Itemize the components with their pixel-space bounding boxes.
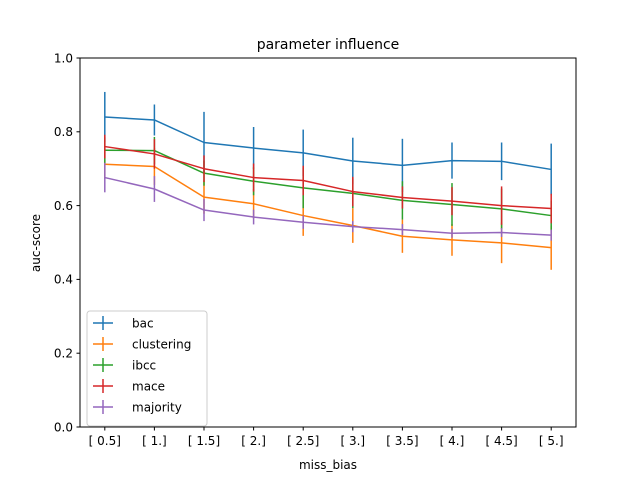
- chart-title: parameter influence: [257, 37, 400, 53]
- y-tick-label: 0.2: [54, 347, 73, 361]
- y-tick-label: 1.0: [54, 51, 73, 65]
- legend-label: ibcc: [132, 359, 156, 373]
- series-majority: [104, 162, 552, 241]
- series-line-majority: [104, 176, 552, 236]
- legend-item-clustering: clustering: [93, 337, 191, 352]
- x-tick-label: [ 0.5]: [89, 434, 121, 448]
- x-tick-label: [ 4.]: [440, 434, 465, 448]
- legend-label: mace: [132, 380, 165, 394]
- y-tick-label: 0.6: [54, 199, 73, 213]
- legend: bac clustering ibcc mace majority: [86, 310, 208, 427]
- y-tick-label: 0.0: [54, 420, 73, 434]
- x-tick-label: [ 1.5]: [188, 434, 220, 448]
- plot-area: [104, 91, 552, 270]
- axes: 0.0 0.2 0.4 0.6 0.8 1.0 [ 0.5] [ 1.] [ 1.5] [ 2.]…: [54, 51, 577, 448]
- series-line-clustering: [104, 163, 552, 249]
- series-line-bac: [104, 116, 552, 171]
- y-tick-label: 0.4: [54, 273, 73, 287]
- legend-label: bac: [132, 317, 154, 331]
- x-tick-label: [ 4.5]: [485, 434, 517, 448]
- series-mace: [104, 134, 552, 225]
- x-tick-label: [ 1.]: [142, 434, 167, 448]
- series-line-mace: [104, 145, 552, 210]
- x-tick-label: [ 5.]: [539, 434, 564, 448]
- y-axis-title: auc-score: [29, 214, 43, 272]
- legend-item-ibcc: ibcc: [93, 358, 156, 373]
- legend-item-majority: majority: [93, 400, 182, 415]
- axes-frame: [79, 57, 577, 428]
- legend-item-bac: bac: [93, 316, 154, 331]
- legend-box: [86, 310, 208, 427]
- x-tick-label: [ 3.5]: [386, 434, 418, 448]
- legend-label: clustering: [132, 338, 191, 352]
- x-tick-label: [ 3.]: [340, 434, 365, 448]
- legend-item-mace: mace: [93, 379, 165, 394]
- y-tick-label: 0.8: [54, 125, 73, 139]
- x-axis-title: miss_bias: [299, 458, 357, 472]
- legend-label: majority: [132, 401, 182, 415]
- x-tick-label: [ 2.]: [241, 434, 266, 448]
- x-tick-label: [ 2.5]: [287, 434, 319, 448]
